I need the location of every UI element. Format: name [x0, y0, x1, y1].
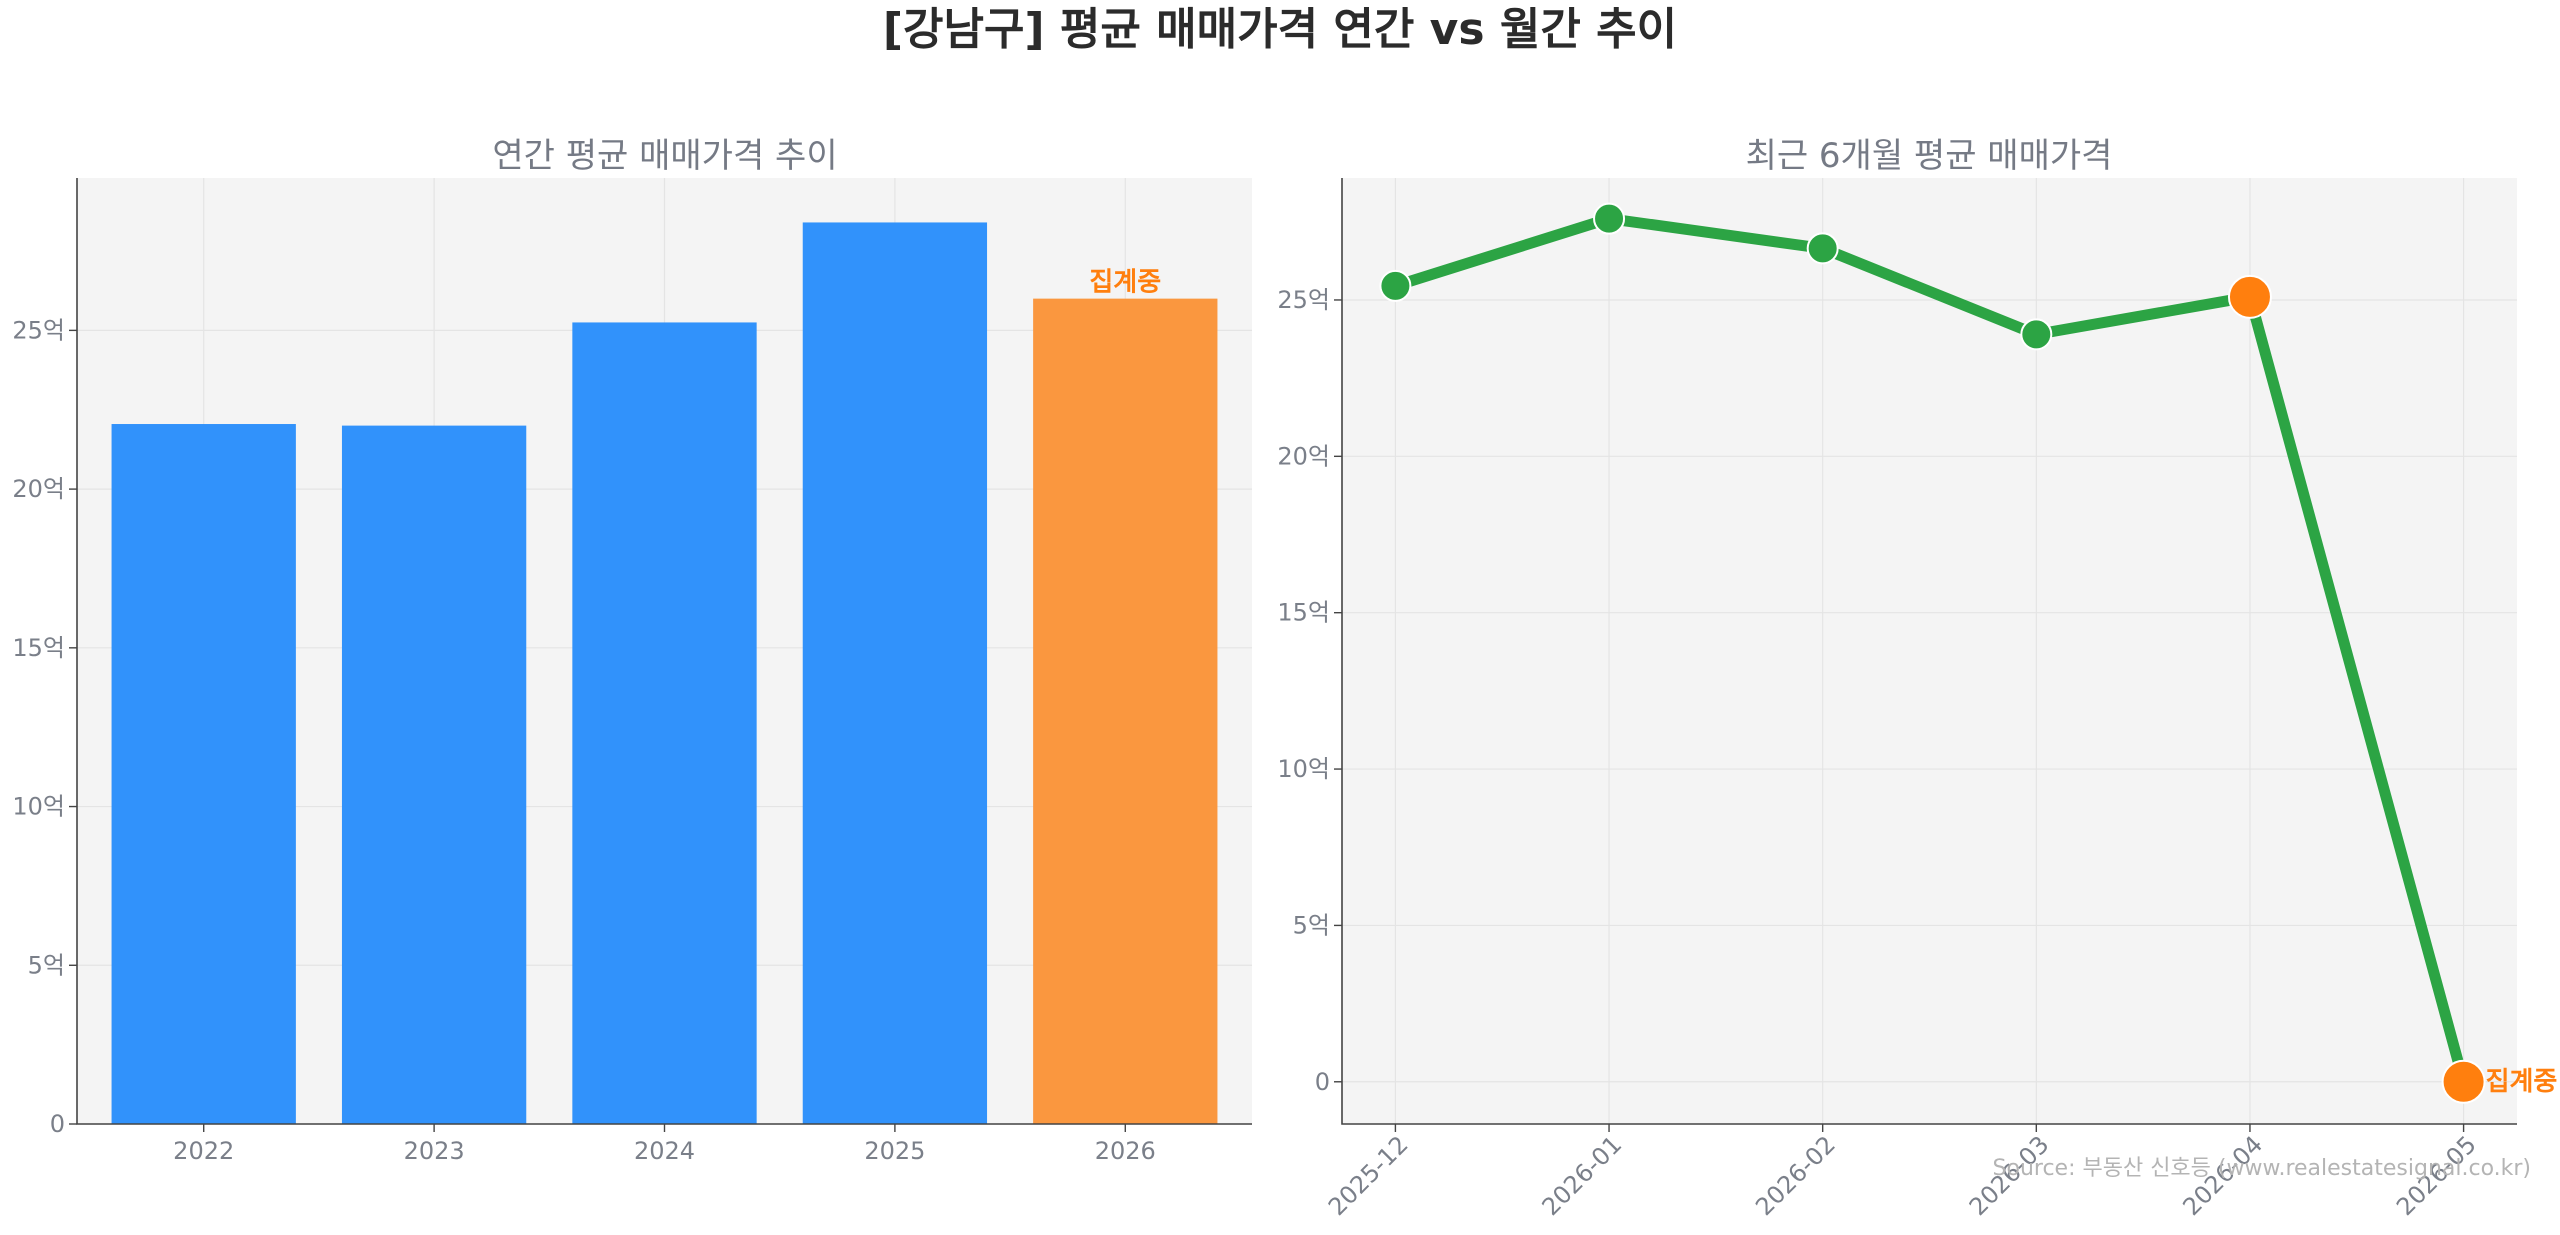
bar-axes	[76, 178, 1252, 1125]
annual-bar-chart: 연간 평균 매매가격 추이 0 5억 10억 15억 20억 25억 2022 2023 202…	[12, 136, 1252, 1165]
bar-ytick-label: 0	[50, 1110, 65, 1138]
monthly-line-chart: 최근 6개월 평균 매매가격 0 5억 10억 15억 20억 25억 2025-12 202…	[1277, 136, 2557, 1221]
bar-chart-title: 연간 평균 매매가격 추이	[492, 136, 837, 176]
bar-xtick-label: 2024	[634, 1137, 695, 1165]
bar-ytick-label: 15억	[12, 634, 65, 662]
bar-ytick-label: 10억	[12, 793, 65, 821]
bar-2024	[572, 322, 757, 1125]
bar-ytick-label: 20억	[12, 475, 65, 503]
line-ytick-label: 25억	[1277, 286, 1330, 314]
bar-xtick-label: 2026	[1095, 1137, 1156, 1165]
line-point-2026-05	[2441, 1059, 2486, 1104]
line-ytick-label: 0	[1315, 1068, 1330, 1096]
line-annotation: 집계중	[2486, 1067, 2558, 1097]
line-ytick-label: 5억	[1293, 911, 1330, 939]
line-ytick-label: 20억	[1277, 442, 1330, 470]
source-note: Source: 부동산 신호등 (www.realestatesignal.co…	[1993, 1156, 2531, 1181]
bar-ytick-label: 25억	[12, 316, 65, 344]
bar-2022	[111, 424, 296, 1124]
bar-2025	[802, 222, 988, 1125]
line-ytick-label: 10억	[1277, 755, 1330, 783]
bar-marks: 0 5억 10억 15억 20억 25억 2022 2023 2024 2025 2026 집계중	[12, 222, 1218, 1165]
line-plot-area	[1342, 178, 2517, 1124]
line-point-2026-03	[2020, 318, 2053, 351]
line-point-2025-12	[1379, 269, 1412, 302]
bar-xtick-label: 2025	[864, 1137, 925, 1165]
line-axes	[1341, 178, 2517, 1125]
line-xtick-label: 2026-02	[1750, 1130, 1841, 1221]
line-chart-title: 최근 6개월 평균 매매가격	[1746, 136, 2113, 176]
line-xtick-label: 2025-12	[1323, 1130, 1414, 1221]
line-gridlines	[1342, 178, 2517, 1124]
bar-2023	[341, 425, 527, 1125]
bar-annotation: 집계중	[1089, 268, 1161, 298]
line-point-2026-04	[2227, 274, 2272, 319]
bar-2026	[1033, 298, 1218, 1124]
bar-xtick-label: 2022	[173, 1137, 234, 1165]
bar-xtick-label: 2023	[404, 1137, 465, 1165]
line-xtick-label: 2026-01	[1537, 1130, 1628, 1221]
figure-title: [강남구] 평균 매매가격 연간 vs 월간 추이	[883, 4, 1677, 55]
line-point-2026-01	[1593, 202, 1626, 235]
line-series	[1389, 213, 2470, 1088]
line-point-2026-02	[1806, 232, 1839, 265]
line-ytick-label: 15억	[1277, 599, 1330, 627]
bar-ytick-label: 5억	[28, 951, 65, 979]
